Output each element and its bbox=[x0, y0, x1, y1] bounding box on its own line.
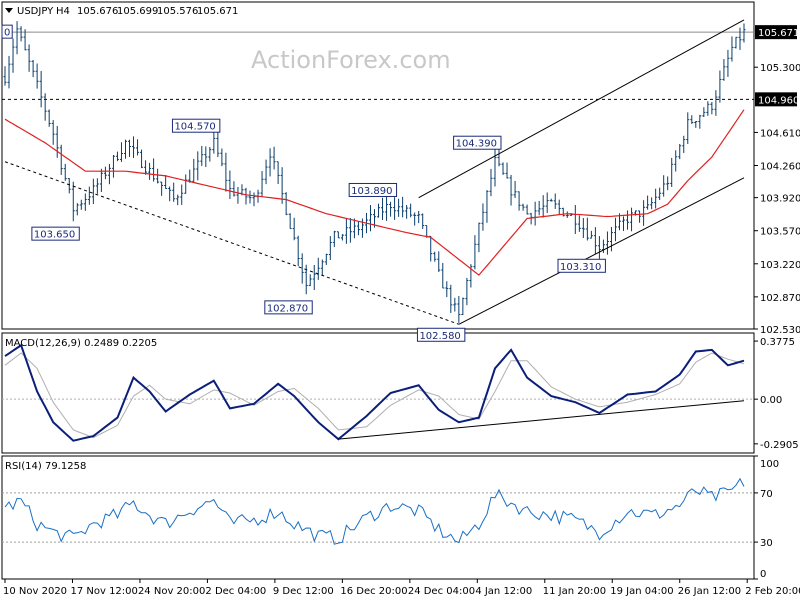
current-price-box bbox=[755, 25, 797, 40]
annotation-label: 0 bbox=[4, 28, 10, 39]
macd-trendline bbox=[338, 400, 745, 440]
time-tick-label: 24 Nov 20:00 bbox=[138, 586, 205, 597]
trendline-falling-support bbox=[4, 161, 460, 325]
rsi-label: RSI(14) 79.1258 bbox=[5, 461, 86, 472]
axes: 105.300 104.610 104.260 103.920 103.570 103.2… bbox=[3, 25, 800, 597]
price-tick-label: 104.610 bbox=[760, 128, 800, 139]
high-value: 105.699 bbox=[117, 6, 158, 17]
rsi-tick-label: 70 bbox=[760, 489, 773, 500]
watermark: ActionForex.com bbox=[251, 46, 451, 74]
time-tick-label: 2 Dec 04:00 bbox=[205, 586, 266, 597]
macd-signal-line bbox=[4, 352, 745, 439]
trendline-channel-lower bbox=[458, 177, 745, 325]
annotation-box bbox=[348, 182, 398, 197]
annotation-label: 102.580 bbox=[419, 331, 460, 342]
annotation-label: 103.650 bbox=[34, 230, 75, 241]
close-value: 105.671 bbox=[197, 6, 238, 17]
time-tick-label: 19 Jan 04:00 bbox=[610, 586, 673, 597]
annotation-box bbox=[453, 135, 502, 150]
macd-label: MACD(12,26,9) 0.2489 0.2205 bbox=[5, 338, 157, 349]
price-tick-label: 102.870 bbox=[760, 293, 800, 304]
rsi-tick-label: 100 bbox=[760, 459, 779, 470]
price-tick-label: 104.260 bbox=[760, 162, 800, 173]
low-value: 105.576 bbox=[157, 6, 198, 17]
time-tick-label: 10 Nov 2020 bbox=[3, 586, 67, 597]
time-tick-label: 17 Nov 12:00 bbox=[70, 586, 137, 597]
macd-tick-label: 0.00 bbox=[760, 395, 782, 406]
macd-tick-label: -0.2905 bbox=[760, 440, 799, 451]
key-level-label: 104.960 bbox=[758, 95, 799, 106]
annotation-box bbox=[416, 327, 466, 342]
time-tick-label: 9 Dec 12:00 bbox=[273, 586, 334, 597]
time-tick-label: 24 Dec 04:00 bbox=[408, 586, 475, 597]
trendline-channel-upper bbox=[418, 19, 745, 199]
annotation-label: 103.890 bbox=[351, 186, 392, 197]
time-tick-label: 2 Feb 20:00 bbox=[745, 586, 800, 597]
price-tick-label: 105.300 bbox=[760, 63, 800, 74]
annotation-box bbox=[171, 118, 221, 133]
timeframe-label: H4 bbox=[56, 6, 70, 17]
price-tick-label: 103.220 bbox=[760, 260, 800, 271]
annotation-label: 104.390 bbox=[456, 139, 497, 150]
current-price-label: 105.671 bbox=[758, 28, 799, 39]
price-pane: 103.650 104.570 102.870 103.890 102.580 104.3… bbox=[1, 19, 754, 342]
macd-tick-label: 0.3775 bbox=[760, 337, 795, 348]
time-tick-label: 11 Jan 20:00 bbox=[543, 586, 606, 597]
time-tick-label: 4 Jan 12:00 bbox=[475, 586, 532, 597]
annotation-label: 103.310 bbox=[560, 262, 601, 273]
price-tick-label: 103.920 bbox=[760, 194, 800, 205]
macd-pane: MACD(12,26,9) 0.2489 0.2205 bbox=[2, 338, 754, 442]
price-tick-label: 103.570 bbox=[760, 227, 800, 238]
annotation-label: 104.570 bbox=[174, 122, 215, 133]
key-level-box bbox=[755, 92, 797, 107]
time-tick-label: 26 Jan 12:00 bbox=[678, 586, 741, 597]
annotation-label: 102.870 bbox=[267, 303, 308, 314]
annotation-box bbox=[264, 300, 313, 315]
annotation-box bbox=[1, 24, 13, 39]
open-value: 105.676 bbox=[77, 6, 118, 17]
price-tick-label: 102.530 bbox=[760, 325, 800, 336]
annotation-box bbox=[557, 258, 606, 273]
chart-header: USDJPY H4 105.676 105.699 105.576 105.67… bbox=[5, 6, 238, 17]
rsi-line bbox=[4, 477, 745, 545]
symbol-label: USDJPY bbox=[17, 6, 54, 17]
rsi-pane: RSI(14) 79.1258 bbox=[2, 461, 754, 545]
dropdown-triangle-icon bbox=[5, 8, 13, 13]
time-tick-label: 16 Dec 20:00 bbox=[340, 586, 407, 597]
rsi-tick-label: 30 bbox=[760, 538, 773, 549]
macd-pane-frame bbox=[1, 332, 755, 454]
rsi-pane-frame bbox=[1, 455, 755, 580]
moving-average-line bbox=[4, 109, 745, 276]
macd-line bbox=[4, 343, 745, 442]
annotation-box bbox=[31, 226, 80, 241]
rsi-tick-label: 0 bbox=[760, 569, 766, 580]
